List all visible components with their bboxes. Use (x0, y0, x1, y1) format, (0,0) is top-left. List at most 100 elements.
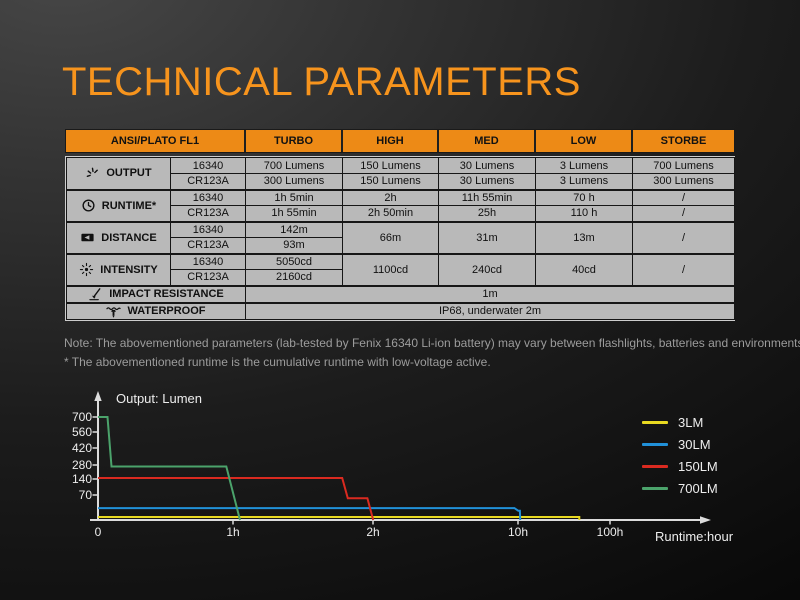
note-text: Note: The abovementioned parameters (lab… (64, 336, 800, 350)
table-row: CR123A 1h 55min 2h 50min 25h 110 h / (67, 205, 735, 222)
table-cell: / (632, 252, 735, 286)
output-icon (85, 166, 100, 181)
series-150LM (98, 477, 375, 521)
battery-cell: 16340 (170, 220, 246, 238)
table-cell: 5050cd (245, 252, 343, 270)
table-row: DISTANCE 16340 142m 66m 31m 13m / (66, 220, 735, 254)
clock-icon (81, 198, 96, 213)
y-tick-label: 280 (71, 458, 92, 472)
table-cell: 13m (535, 220, 633, 254)
table-cell: 240cd (438, 252, 536, 286)
intensity-icon (79, 262, 94, 277)
table-row: RUNTIME* 16340 1h 5min 2h 11h 55min 70 h… (66, 188, 735, 222)
table-cell: 150 Lumens (342, 173, 439, 190)
table-cell: 1h 55min (245, 205, 343, 222)
legend-label: 700LM (678, 480, 718, 496)
table-row: WATERPROOF IP68, underwater 2m (66, 301, 735, 320)
table-cell: / (632, 205, 735, 222)
header-turbo: TURBO (246, 130, 343, 152)
battery-cell: CR123A (170, 269, 246, 286)
row-label-output: OUTPUT (66, 157, 171, 190)
waterproof-icon (106, 304, 122, 318)
row-label-runtime: RUNTIME* (66, 188, 171, 222)
header-storbe: STORBE (660, 135, 707, 147)
table-cell: IP68, underwater 2m (245, 301, 735, 320)
footnote-text: * The abovementioned runtime is the cumu… (64, 355, 491, 369)
table-cell: 300 Lumens (632, 173, 735, 190)
spec-table: OUTPUT 16340 700 Lumens 150 Lumens 30 Lu… (65, 156, 735, 321)
table-cell: 11h 55min (438, 188, 536, 206)
table-cell: 300 Lumens (245, 173, 343, 190)
battery-cell: CR123A (170, 205, 246, 222)
row-label-distance: DISTANCE (66, 220, 171, 254)
y-tick-label: 420 (71, 441, 92, 455)
table-cell: / (632, 188, 735, 206)
table-cell: 30 Lumens (438, 173, 536, 190)
y-tick-label: 700 (71, 410, 92, 424)
table-cell: 3 Lumens (535, 157, 633, 174)
legend-item: 150LM (642, 455, 718, 477)
beam-distance-icon (80, 230, 95, 245)
table-cell: 31m (438, 220, 536, 254)
x-tick-label: 10h (507, 525, 529, 539)
legend-item: 3LM (642, 411, 718, 433)
series-30LM (98, 507, 522, 521)
legend-label: 3LM (678, 414, 704, 430)
battery-cell: 16340 (170, 252, 246, 270)
x-tick-label: 2h (366, 525, 380, 539)
legend-label: 150LM (678, 458, 718, 474)
distance-label: DISTANCE (101, 231, 157, 244)
table-cell: 110 h (535, 205, 633, 222)
legend-label: 30LM (678, 436, 711, 452)
battery-cell: CR123A (170, 173, 246, 190)
table-row: IMPACT RESISTANCE 1m (66, 284, 735, 303)
output-label: OUTPUT (106, 167, 152, 180)
battery-cell: 16340 (170, 157, 246, 174)
table-cell: 30 Lumens (438, 157, 536, 174)
legend-swatch (642, 442, 668, 446)
x-tick-label: 0 (94, 525, 102, 539)
header-low: LOW (536, 130, 633, 152)
legend-item: 700LM (642, 477, 718, 499)
y-tick-label: 70 (78, 488, 92, 502)
intensity-label: INTENSITY (100, 263, 158, 276)
row-label-intensity: INTENSITY (66, 252, 171, 286)
impact-label: IMPACT RESISTANCE (109, 288, 224, 300)
spec-table-header: ANSI/PLATO FL1 TURBO HIGH MED LOW STORBE (65, 129, 735, 153)
table-cell: 700 Lumens (632, 157, 735, 174)
table-cell: 2160cd (245, 269, 343, 286)
waterproof-label: WATERPROOF (127, 305, 206, 317)
runtime-chart (90, 391, 711, 525)
table-cell: 150 Lumens (342, 157, 439, 174)
battery-cell: 16340 (170, 188, 246, 206)
y-tick-label: 560 (71, 425, 92, 439)
header-ansi-plato: ANSI/PLATO FL1 (66, 130, 246, 152)
table-cell: 2h (342, 188, 439, 206)
series-3LM (98, 516, 581, 520)
header-med: MED (439, 130, 536, 152)
table-cell: 66m (342, 220, 439, 254)
table-cell: / (632, 220, 735, 254)
header-high: HIGH (343, 130, 439, 152)
battery-cell: CR123A (170, 237, 246, 254)
x-tick-label: 1h (226, 525, 240, 539)
table-cell: 1100cd (342, 252, 439, 286)
table-row: CR123A 300 Lumens 150 Lumens 30 Lumens 3… (67, 173, 735, 190)
impact-resistance-icon (88, 287, 103, 302)
table-cell: 93m (245, 237, 343, 254)
chart-legend: 3LM 30LM 150LM 700LM (642, 411, 718, 499)
row-label-impact: IMPACT RESISTANCE (66, 284, 246, 303)
table-cell: 40cd (535, 252, 633, 286)
legend-swatch (642, 420, 668, 424)
y-tick-label: 140 (71, 472, 92, 486)
runtime-label: RUNTIME* (101, 199, 157, 212)
series-700LM (98, 416, 241, 521)
table-row: OUTPUT 16340 700 Lumens 150 Lumens 30 Lu… (66, 157, 735, 190)
legend-item: 30LM (642, 433, 718, 455)
table-cell: 25h (438, 205, 536, 222)
page-title: TECHNICAL PARAMETERS (62, 60, 581, 104)
chart-title: Output: Lumen (116, 391, 202, 406)
table-cell: 142m (245, 220, 343, 238)
legend-swatch (642, 486, 668, 490)
table-cell: 700 Lumens (245, 157, 343, 174)
